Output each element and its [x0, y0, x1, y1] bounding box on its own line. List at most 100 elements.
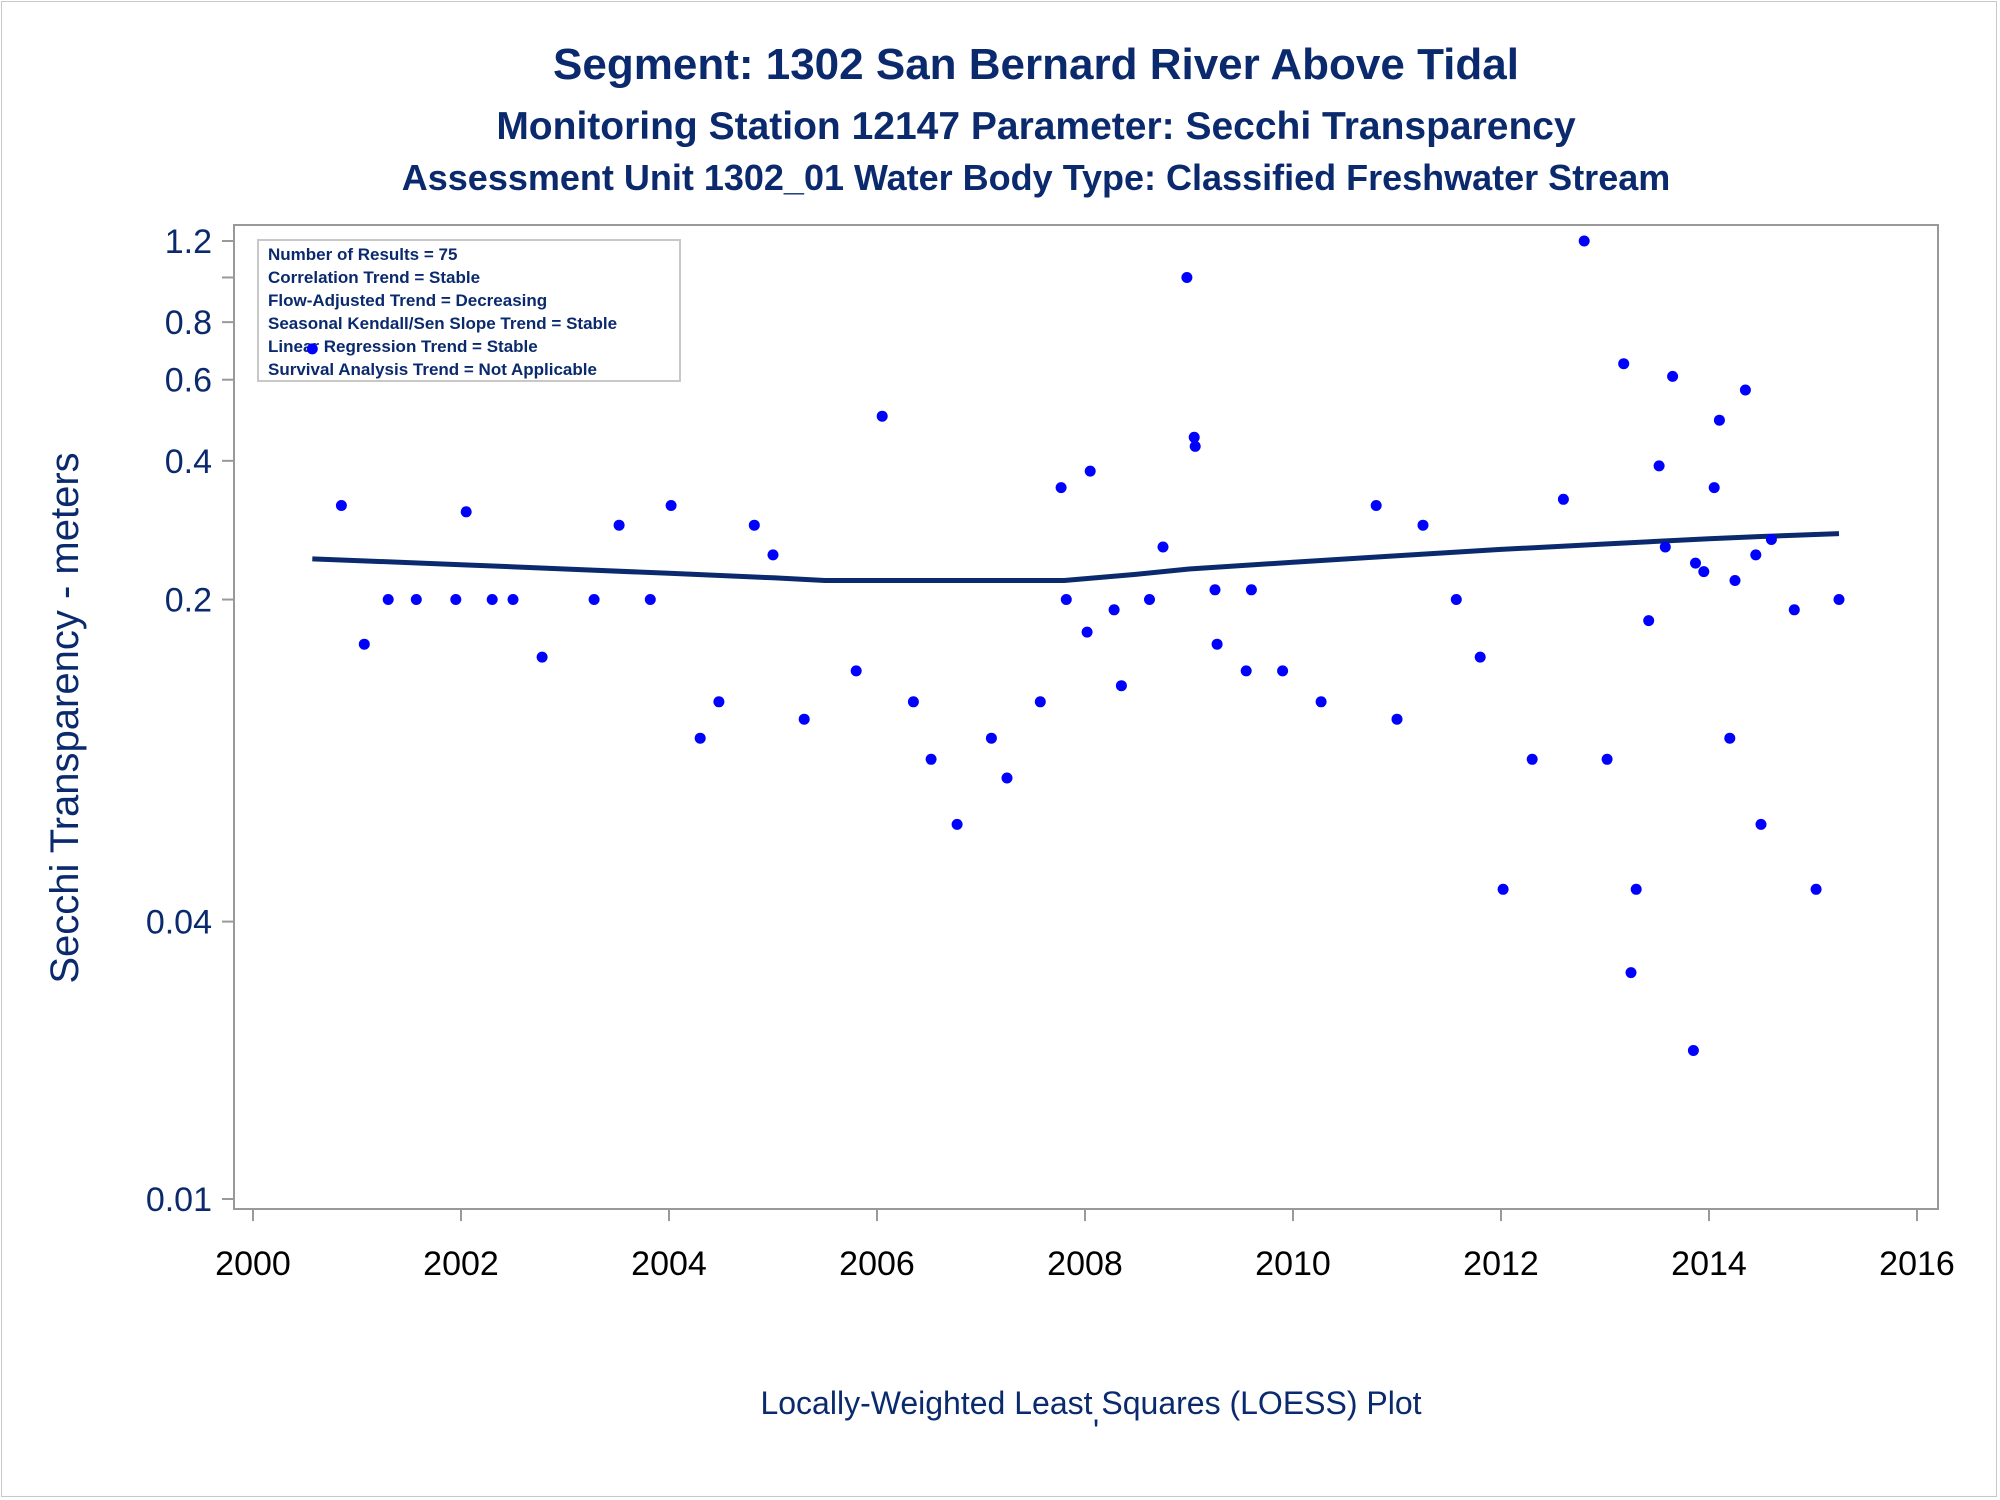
data-point	[1181, 272, 1193, 283]
data-point	[1578, 235, 1590, 247]
footnote-mark: '	[1093, 1413, 1099, 1449]
y-tick-label: 0.8	[165, 304, 212, 342]
data-point	[1370, 500, 1382, 511]
data-point	[460, 506, 472, 518]
data-point	[748, 519, 760, 531]
x-tick-label: 2006	[839, 1245, 915, 1283]
footnote: Locally-Weighted Least Squares (LOESS) P…	[760, 1385, 1421, 1421]
data-point	[876, 410, 888, 422]
data-point	[1765, 534, 1777, 545]
data-point	[1211, 638, 1223, 650]
data-point	[1450, 594, 1462, 605]
data-point	[665, 500, 677, 511]
points-layer	[306, 235, 1845, 1056]
x-tick-label: 2016	[1879, 1245, 1955, 1283]
legend-box: Number of Results = 75 Correlation Trend …	[257, 239, 681, 382]
x-tick-label: 2014	[1671, 1245, 1747, 1283]
data-point	[1698, 566, 1710, 578]
y-tick-label: 0.04	[146, 904, 212, 942]
data-point	[1417, 519, 1429, 531]
data-point	[1833, 594, 1845, 605]
data-point	[536, 651, 548, 663]
data-point	[613, 519, 625, 531]
data-point	[450, 594, 462, 605]
data-point	[1209, 584, 1221, 596]
data-point	[1724, 732, 1736, 744]
data-point	[1526, 753, 1538, 765]
data-point	[1788, 604, 1800, 616]
data-point	[1277, 665, 1289, 677]
x-tick-label: 2008	[1047, 1245, 1123, 1283]
data-point	[1653, 460, 1665, 472]
data-point	[1667, 370, 1679, 382]
data-point	[985, 732, 997, 744]
data-point	[1081, 626, 1093, 638]
chart-subtitle: Monitoring Station 12147 Parameter: Secc…	[496, 105, 1576, 148]
data-point	[1557, 493, 1569, 505]
data-point	[907, 696, 919, 708]
data-point	[850, 665, 862, 677]
data-point	[507, 594, 519, 605]
data-point	[1810, 883, 1822, 895]
data-point	[1034, 696, 1046, 708]
data-point	[1643, 615, 1655, 627]
data-point	[382, 594, 394, 605]
loess-layer	[312, 531, 1840, 583]
data-point	[1245, 584, 1257, 596]
data-point	[1240, 665, 1252, 677]
chart-subtitle-2: Assessment Unit 1302_01 Water Body Type:…	[402, 157, 1671, 198]
data-point	[1001, 772, 1013, 784]
data-point	[925, 753, 937, 765]
data-point	[335, 500, 347, 511]
y-tick-label: 0.01	[146, 1181, 212, 1219]
y-tick-label: 0.4	[165, 443, 212, 481]
x-tick-label: 2002	[423, 1245, 499, 1283]
data-point	[1108, 604, 1120, 616]
data-point	[1474, 651, 1486, 663]
data-point	[1729, 575, 1741, 586]
chart-title: Segment: 1302 San Bernard River Above Ti…	[553, 40, 1519, 89]
data-point	[1144, 594, 1155, 605]
data-point	[1315, 696, 1327, 708]
data-point	[1690, 557, 1701, 569]
data-point	[1157, 541, 1169, 553]
data-point	[1497, 883, 1509, 895]
legend-line: Survival Analysis Trend = Not Applicable	[268, 360, 597, 379]
data-point	[1115, 680, 1127, 692]
data-point	[644, 594, 656, 605]
data-point	[358, 638, 370, 650]
y-tick-label: 0.6	[165, 362, 212, 400]
data-point	[1739, 384, 1751, 396]
data-point	[1713, 414, 1725, 426]
data-point	[1618, 358, 1630, 370]
data-point	[1601, 753, 1613, 765]
y-axis-label: Secchi Transparency - meters	[43, 452, 87, 983]
y-axis: 0.01 0.04 0.2 0.4 0.6 0.8 1.2	[146, 223, 234, 1219]
loess-line	[312, 531, 1840, 583]
legend-line: Seasonal Kendall/Sen Slope Trend = Stabl…	[268, 314, 617, 333]
data-point	[588, 594, 600, 605]
x-tick-label: 2004	[631, 1245, 707, 1283]
x-tick-label: 2010	[1255, 1245, 1331, 1283]
data-point	[1084, 465, 1096, 477]
legend-frame	[257, 239, 681, 382]
data-point	[306, 343, 318, 355]
y-tick-label: 1.2	[165, 223, 212, 261]
data-point	[1630, 883, 1642, 895]
data-point	[951, 818, 963, 830]
data-point	[713, 696, 725, 708]
data-point	[798, 713, 810, 725]
legend-line: Correlation Trend = Stable	[268, 268, 480, 287]
data-point	[1055, 482, 1067, 494]
data-point	[410, 594, 422, 605]
data-point	[694, 732, 706, 744]
data-point	[1687, 1045, 1699, 1056]
data-point	[1755, 818, 1767, 830]
data-point	[1391, 713, 1403, 725]
legend-line: Number of Results = 75	[268, 245, 457, 264]
data-point	[1060, 594, 1072, 605]
legend-line: Linear Regression Trend = Stable	[268, 337, 538, 356]
data-point	[1750, 549, 1762, 561]
